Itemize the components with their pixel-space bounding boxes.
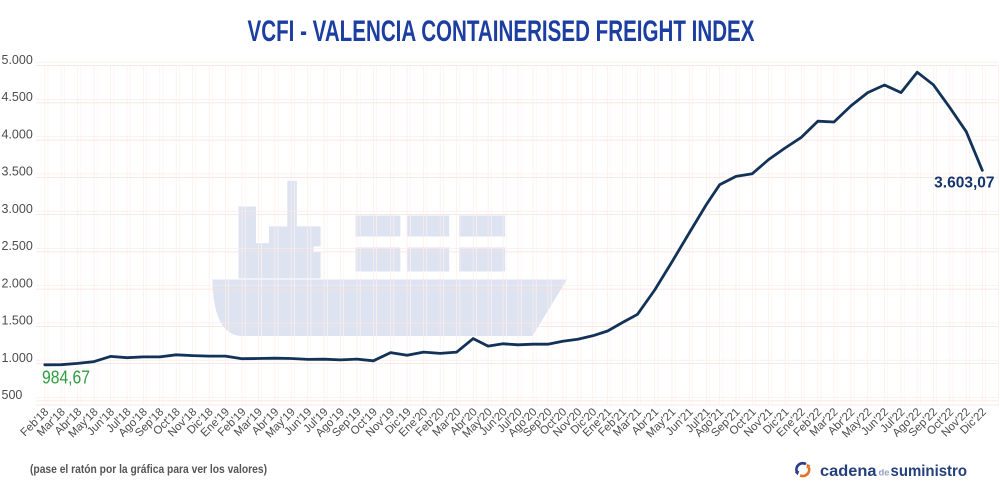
svg-text:1.500: 1.500 (2, 314, 33, 328)
svg-text:2.500: 2.500 (2, 239, 33, 253)
svg-text:VCFI - VALENCIA CONTAINERISED: VCFI - VALENCIA CONTAINERISED FREIGHT IN… (248, 15, 755, 48)
svg-text:4.000: 4.000 (2, 127, 33, 141)
svg-text:2.000: 2.000 (2, 276, 33, 290)
svg-text:de: de (879, 468, 890, 479)
svg-text:984,67: 984,67 (42, 368, 90, 388)
svg-text:3.000: 3.000 (2, 202, 33, 216)
svg-text:4.500: 4.500 (2, 90, 33, 104)
svg-text:3.603,07: 3.603,07 (934, 174, 994, 191)
svg-text:suministro: suministro (891, 463, 968, 480)
svg-text:1.000: 1.000 (2, 351, 33, 365)
svg-text:cadena: cadena (820, 463, 877, 480)
svg-text:3.500: 3.500 (2, 165, 33, 179)
svg-text:(pase el ratón por la gráfica: (pase el ratón por la gráfica para ver l… (30, 462, 267, 476)
svg-text:5.000: 5.000 (2, 53, 33, 67)
svg-text:500: 500 (2, 388, 23, 402)
